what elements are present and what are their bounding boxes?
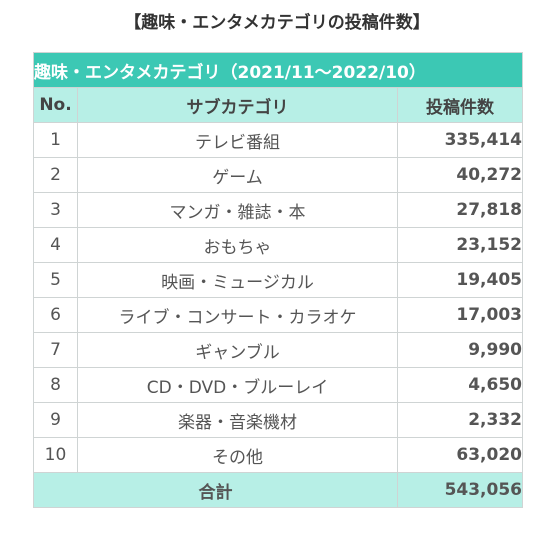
row-count: 40,272 [397, 157, 523, 193]
header-subcategory: サブカテゴリ [77, 87, 398, 123]
total-value: 543,056 [397, 472, 523, 508]
header-post-count: 投稿件数 [397, 87, 523, 123]
table-row: 9 楽器・音楽機材 2,332 [33, 402, 523, 438]
row-no: 3 [33, 192, 78, 228]
table-header-row: No. サブカテゴリ 投稿件数 [33, 87, 523, 123]
row-count: 17,003 [397, 297, 523, 333]
row-count: 23,152 [397, 227, 523, 263]
total-row: 合計 543,056 [33, 472, 523, 508]
table-row: 8 CD・DVD・ブルーレイ 4,650 [33, 367, 523, 403]
table-row: 2 ゲーム 40,272 [33, 157, 523, 193]
table-caption-row: 趣味・エンタメカテゴリ（2021/11～2022/10） [33, 52, 523, 88]
row-no: 10 [33, 437, 78, 473]
page-title: 【趣味・エンタメカテゴリの投稿件数】 [124, 13, 430, 33]
table-row: 10 その他 63,020 [33, 437, 523, 473]
row-no: 7 [33, 332, 78, 368]
row-count: 9,990 [397, 332, 523, 368]
row-count: 335,414 [397, 122, 523, 158]
row-no: 4 [33, 227, 78, 263]
table-caption: 趣味・エンタメカテゴリ（2021/11～2022/10） [33, 52, 523, 88]
row-category: ゲーム [77, 157, 398, 193]
row-no: 6 [33, 297, 78, 333]
row-count: 4,650 [397, 367, 523, 403]
row-category: マンガ・雑誌・本 [77, 192, 398, 228]
row-category: テレビ番組 [77, 122, 398, 158]
header-no: No. [33, 87, 78, 123]
row-category: ギャンブル [77, 332, 398, 368]
table-row: 3 マンガ・雑誌・本 27,818 [33, 192, 523, 228]
row-count: 19,405 [397, 262, 523, 298]
table-row: 5 映画・ミュージカル 19,405 [33, 262, 523, 298]
posts-table: 趣味・エンタメカテゴリ（2021/11～2022/10） No. サブカテゴリ … [33, 52, 523, 508]
row-category: 楽器・音楽機材 [77, 402, 398, 438]
row-no: 9 [33, 402, 78, 438]
row-category: ライブ・コンサート・カラオケ [77, 297, 398, 333]
table-row: 7 ギャンブル 9,990 [33, 332, 523, 368]
row-no: 5 [33, 262, 78, 298]
row-no: 8 [33, 367, 78, 403]
row-no: 2 [33, 157, 78, 193]
row-category: その他 [77, 437, 398, 473]
row-no: 1 [33, 122, 78, 158]
total-label: 合計 [33, 472, 398, 508]
row-count: 63,020 [397, 437, 523, 473]
row-count: 27,818 [397, 192, 523, 228]
table-row: 1 テレビ番組 335,414 [33, 122, 523, 158]
row-category: 映画・ミュージカル [77, 262, 398, 298]
table-row: 6 ライブ・コンサート・カラオケ 17,003 [33, 297, 523, 333]
row-category: おもちゃ [77, 227, 398, 263]
table-row: 4 おもちゃ 23,152 [33, 227, 523, 263]
row-category: CD・DVD・ブルーレイ [77, 367, 398, 403]
row-count: 2,332 [397, 402, 523, 438]
